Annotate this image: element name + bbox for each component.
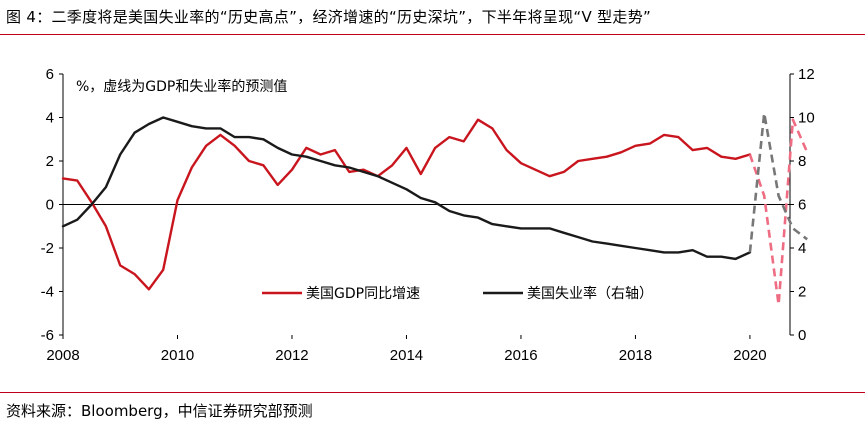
figure-title: 图 4：二季度将是美国失业率的“历史高点”，经济增速的“历史深坑”，下半年将呈现… <box>6 8 652 26</box>
right-tick-label: 4 <box>798 240 806 257</box>
right-tick-label: 10 <box>798 110 815 127</box>
x-tick-label: 2008 <box>46 347 79 364</box>
left-tick-label: -6 <box>41 327 54 344</box>
left-tick-label: 6 <box>46 66 54 83</box>
legend-label: 美国GDP同比增速 <box>306 286 420 302</box>
right-tick-label: 8 <box>798 153 806 170</box>
legend: 美国GDP同比增速 美国失业率（右轴） <box>262 285 653 302</box>
right-tick-label: 6 <box>798 197 806 214</box>
left-tick-label: -4 <box>41 284 54 301</box>
series-layer <box>61 111 809 306</box>
x-tick-label: 2016 <box>504 347 537 364</box>
right-y-axis: 12 10 8 6 4 2 0 <box>790 66 815 344</box>
left-tick-label: 0 <box>46 197 54 214</box>
right-tick-label: 12 <box>798 66 815 83</box>
right-tick-label: 0 <box>798 327 806 344</box>
chart-note: %，虚线为GDP和失业率的预测值 <box>76 78 287 95</box>
legend-label: 美国失业率（右轴） <box>527 285 653 302</box>
x-tick-label: 2018 <box>619 347 652 364</box>
x-axis: 2008 2010 2012 2014 2016 2018 2020 <box>46 335 767 364</box>
x-tick-label: 2020 <box>733 347 766 364</box>
x-tick-label: 2012 <box>275 347 308 364</box>
x-tick-label: 2010 <box>161 347 194 364</box>
title-divider <box>0 34 865 35</box>
left-tick-label: -2 <box>41 240 54 257</box>
left-tick-label: 2 <box>46 153 54 170</box>
right-tick-label: 2 <box>798 284 806 301</box>
left-tick-label: 4 <box>46 110 54 127</box>
plot-frame <box>62 74 791 335</box>
source-divider <box>0 392 865 393</box>
source-note: 资料来源：Bloomberg，中信证券研究部预测 <box>6 402 313 420</box>
x-tick-label: 2014 <box>390 347 423 364</box>
series-line-3 <box>748 111 808 253</box>
series-line-1 <box>748 118 809 306</box>
left-y-axis: 6 4 2 0 -2 -4 -6 <box>41 66 63 344</box>
series-line-2 <box>61 116 752 261</box>
series-line-0 <box>61 118 752 291</box>
